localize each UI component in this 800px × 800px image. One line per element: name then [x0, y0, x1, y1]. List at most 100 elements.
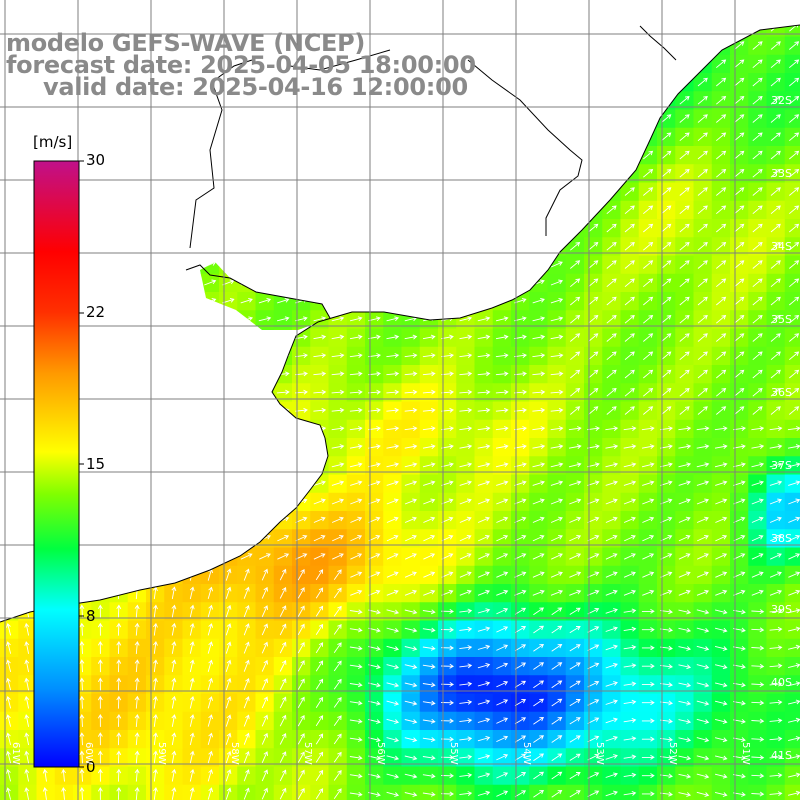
wind-arrow — [24, 732, 30, 746]
wind-arrow — [752, 114, 763, 123]
wind-arrow — [550, 589, 564, 596]
wind-arrow — [130, 371, 144, 377]
wind-cell — [146, 492, 165, 512]
wind-cell — [219, 474, 238, 494]
wind-arrow — [734, 59, 745, 69]
wind-arrow — [661, 278, 672, 288]
wind-arrow — [167, 444, 181, 450]
wind-cell — [438, 0, 457, 19]
wind-arrow — [171, 677, 177, 691]
wind-arrow — [734, 406, 745, 415]
colorbar — [33, 160, 84, 768]
wind-arrow — [204, 498, 217, 505]
wind-arrow — [315, 715, 324, 727]
wind-arrow — [185, 498, 198, 505]
wind-arrow — [94, 115, 108, 121]
wind-arrow — [716, 241, 727, 251]
wind-arrow — [587, 534, 600, 542]
wind-cell — [438, 200, 457, 220]
wind-cell — [346, 109, 366, 129]
wind-arrow — [716, 114, 727, 123]
wind-cell — [784, 164, 800, 184]
wind-arrow — [623, 736, 637, 742]
wind-cell — [584, 146, 603, 165]
wind-cell — [36, 109, 56, 129]
wind-arrow — [313, 353, 327, 358]
wind-arrow — [134, 604, 140, 618]
wind-arrow — [459, 334, 473, 340]
wind-arrow — [495, 316, 509, 322]
wind-arrow — [769, 462, 783, 468]
wind-cell — [492, 255, 512, 275]
wind-cell — [200, 511, 220, 530]
wind-arrow — [751, 700, 765, 706]
wind-arrow — [624, 132, 635, 142]
wind-arrow — [589, 5, 598, 13]
wind-arrow — [422, 115, 436, 121]
wind-arrow — [167, 426, 181, 431]
wind-cell — [146, 255, 165, 275]
wind-arrow — [661, 59, 672, 69]
wind-cell — [164, 292, 184, 311]
wind-arrow — [6, 677, 12, 691]
wind-arrow — [349, 426, 363, 431]
wind-arrow — [404, 719, 418, 724]
wind-arrow — [422, 152, 436, 158]
wind-arrow — [240, 426, 254, 431]
wind-cell — [766, 784, 786, 800]
wind-cell — [328, 292, 348, 311]
wind-arrow — [624, 59, 635, 69]
wind-cell — [127, 401, 147, 421]
wind-arrow — [550, 498, 563, 505]
wind-arrow — [131, 534, 144, 542]
wind-arrow — [131, 279, 144, 286]
wind-arrow — [623, 462, 637, 468]
wind-arrow — [533, 607, 545, 616]
wind-cell — [182, 474, 202, 494]
wind-arrow — [478, 534, 490, 542]
wind-arrow — [422, 773, 436, 779]
wind-arrow — [696, 682, 710, 688]
wind-arrow — [279, 587, 287, 599]
wind-arrow — [386, 371, 400, 377]
wind-arrow — [623, 663, 637, 669]
wind-arrow — [551, 662, 563, 670]
wind-arrow — [349, 152, 363, 158]
wind-cell — [255, 109, 275, 129]
wind-arrow — [770, 553, 782, 560]
wind-arrow — [697, 132, 708, 142]
wind-cell — [675, 0, 694, 19]
wind-arrow — [113, 224, 125, 232]
wind-cell — [529, 200, 549, 220]
wind-cell — [419, 255, 439, 275]
wind-arrow — [112, 279, 125, 286]
wind-arrow — [112, 371, 126, 377]
wind-cell — [310, 146, 330, 165]
wind-arrow — [131, 261, 144, 268]
wind-arrow — [333, 660, 342, 672]
wind-arrow — [21, 242, 34, 250]
wind-cell — [310, 127, 330, 147]
wind-arrow — [313, 261, 326, 268]
wind-arrow — [112, 516, 125, 523]
wind-arrow — [404, 297, 418, 304]
wind-arrow — [569, 626, 581, 634]
wind-arrow — [331, 353, 345, 358]
wind-cell — [109, 547, 129, 567]
wind-arrow — [570, 25, 581, 32]
wind-cell — [183, 0, 202, 19]
wind-arrow — [297, 587, 305, 599]
wind-arrow — [21, 316, 35, 322]
wind-arrow — [734, 205, 745, 215]
wind-arrow — [678, 700, 692, 706]
wind-arrow — [789, 77, 800, 87]
wind-arrow — [477, 279, 490, 286]
wind-arrow — [679, 223, 690, 233]
wind-cell — [492, 182, 512, 202]
wind-arrow — [332, 224, 344, 232]
wind-arrow — [477, 115, 491, 121]
wind-cell — [310, 273, 330, 293]
wind-arrow — [97, 677, 103, 691]
wind-cell — [219, 127, 238, 147]
wind-arrow — [678, 553, 691, 560]
